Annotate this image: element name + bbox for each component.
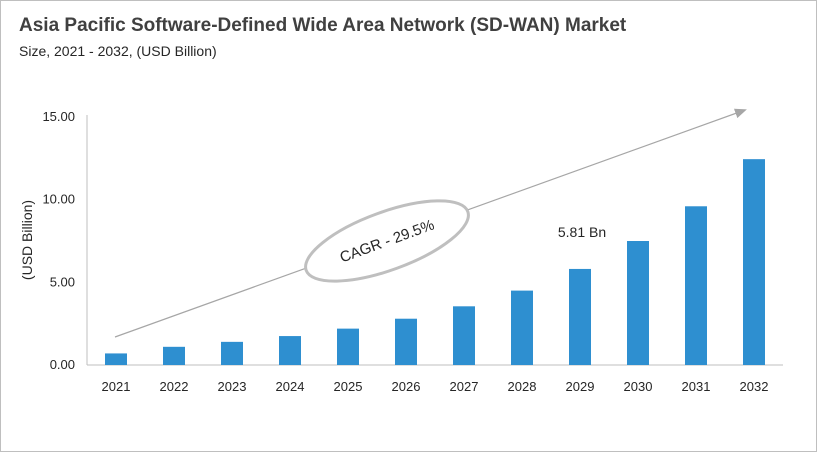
x-tick-label: 2027 <box>450 379 479 394</box>
bar-2022 <box>163 346 185 365</box>
x-tick-label: 2021 <box>102 379 131 394</box>
x-tick-label: 2029 <box>566 379 595 394</box>
bar-2030 <box>627 241 649 365</box>
bar-2024 <box>279 336 301 365</box>
y-axis-label: (USD Billion) <box>19 200 35 280</box>
bar-2021 <box>105 353 127 365</box>
bar-2028 <box>511 290 533 365</box>
bar-2029 <box>569 268 591 365</box>
x-tick-label: 2026 <box>392 379 421 394</box>
x-tick-label: 2023 <box>218 379 247 394</box>
y-tick-label: 10.00 <box>42 192 75 207</box>
x-tick-label: 2028 <box>508 379 537 394</box>
y-tick-label: 15.00 <box>42 109 75 124</box>
bar-2027 <box>453 306 475 365</box>
chart-title: Asia Pacific Software-Defined Wide Area … <box>19 15 627 36</box>
x-tick-label: 2022 <box>160 379 189 394</box>
data-label: 5.81 Bn <box>558 224 606 240</box>
cagr-ellipse <box>304 199 470 283</box>
x-tick-label: 2025 <box>334 379 363 394</box>
x-tick-label: 2030 <box>624 379 653 394</box>
bar-2026 <box>395 318 417 365</box>
bar-2031 <box>685 206 707 365</box>
bar-2023 <box>221 341 243 365</box>
x-tick-label: 2032 <box>740 379 769 394</box>
x-tick-label: 2031 <box>682 379 711 394</box>
x-tick-label: 2024 <box>276 379 305 394</box>
bar-2032 <box>743 159 765 365</box>
y-tick-label: 5.00 <box>50 274 75 289</box>
y-tick-label: 0.00 <box>50 357 75 372</box>
bar-2025 <box>337 328 359 365</box>
chart-subtitle: Size, 2021 - 2032, (USD Billion) <box>19 43 217 59</box>
